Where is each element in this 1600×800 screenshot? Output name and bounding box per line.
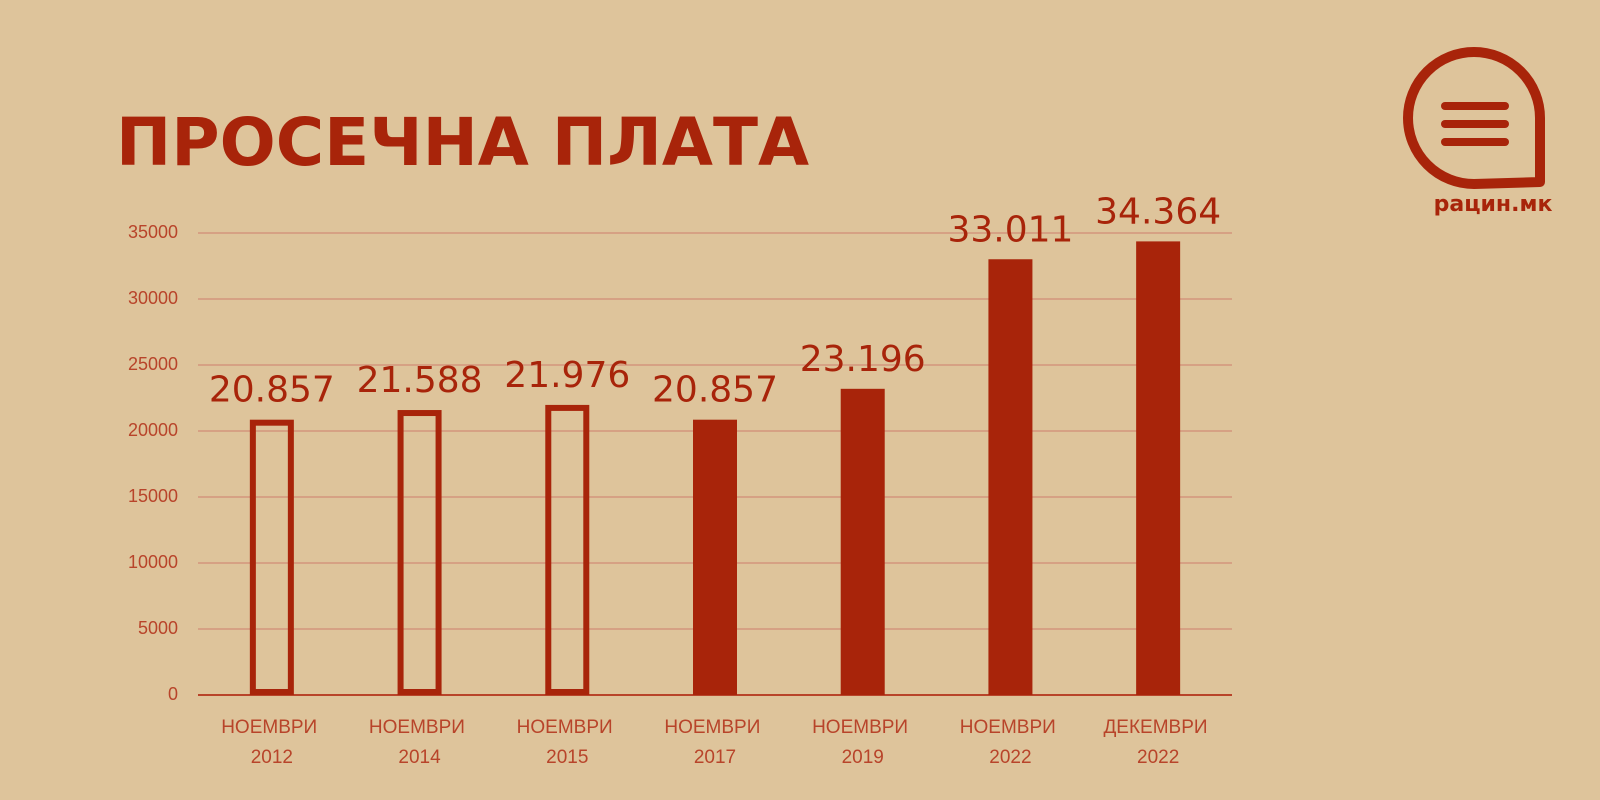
bar [840,388,885,695]
chart-title: ПРОСЕЧНА ПЛАТА [116,104,809,181]
logo-bubble [1403,47,1545,189]
y-tick-label: 10000 [128,552,178,572]
x-tick-label: НОЕМВРИ 2019 [812,717,913,768]
bar [1136,241,1181,695]
value-label: 21.976 [504,355,630,396]
value-label: 33.011 [947,209,1073,250]
y-tick-label: 15000 [128,486,178,506]
x-tick-label: ДЕКЕМВРИ 2022 [1103,717,1212,768]
x-tick-label: НОЕМВРИ 2022 [960,717,1061,768]
y-tick-label: 25000 [128,354,178,374]
value-label: 34.364 [1095,191,1221,232]
x-tick-label: НОЕМВРИ 2014 [369,717,470,768]
y-tick-label: 35000 [128,222,178,242]
value-label: 20.857 [652,370,778,411]
logo: рацин.мк [1403,47,1553,217]
value-label: 23.196 [800,339,926,380]
bar [693,419,737,695]
y-tick-label: 0 [168,684,178,704]
value-label: 20.857 [209,370,335,411]
bar [397,410,442,695]
value-label: 21.588 [357,360,483,401]
bar [545,404,590,695]
x-tick-label: НОЕМВРИ 2017 [664,717,765,768]
y-tick-label: 20000 [128,420,178,440]
x-tick-label: НОЕМВРИ 2012 [221,717,322,768]
x-tick-label: НОЕМВРИ 2015 [517,717,618,768]
bar [249,419,294,695]
brand: рацин.мк [1434,192,1553,217]
y-tick-label: 5000 [138,618,178,638]
bar [988,259,1033,695]
y-tick-label: 30000 [128,288,178,308]
